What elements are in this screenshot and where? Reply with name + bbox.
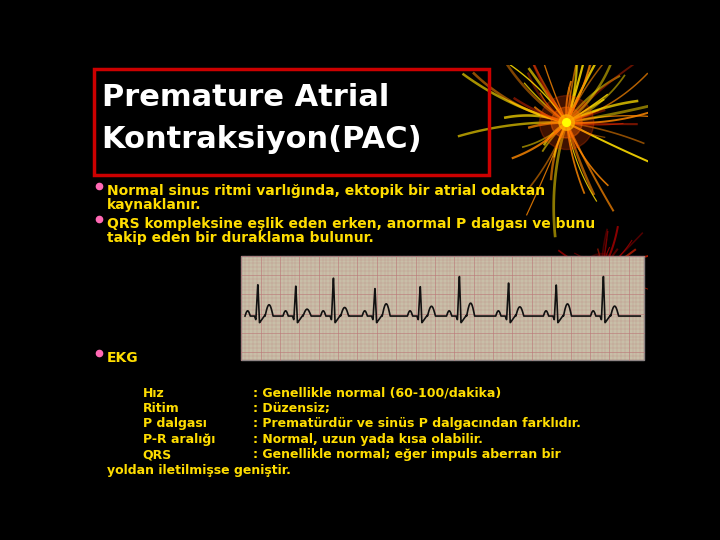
Text: Ritim: Ritim — [143, 402, 179, 415]
Text: kaynaklanır.: kaynaklanır. — [107, 198, 202, 212]
Text: takip eden bir duraklama bulunur.: takip eden bir duraklama bulunur. — [107, 231, 374, 245]
Text: : Normal, uzun yada kısa olabilir.: : Normal, uzun yada kısa olabilir. — [253, 433, 482, 446]
Text: Hız: Hız — [143, 387, 164, 400]
Text: Kontraksiyon(PAC): Kontraksiyon(PAC) — [102, 125, 422, 154]
Circle shape — [539, 96, 594, 150]
Circle shape — [590, 262, 612, 284]
Circle shape — [559, 115, 575, 130]
Text: Normal sinus ritmi varlığında, ektopik bir atrial odaktan: Normal sinus ritmi varlığında, ektopik b… — [107, 184, 545, 198]
Text: P-R aralığı: P-R aralığı — [143, 433, 215, 446]
FancyBboxPatch shape — [241, 256, 644, 360]
Circle shape — [551, 107, 582, 138]
Text: EKG: EKG — [107, 351, 139, 365]
Text: QRS: QRS — [143, 448, 172, 461]
Text: : Prematürdür ve sinüs P dalgасından farklıdır.: : Prematürdür ve sinüs P dalgасından far… — [253, 417, 580, 430]
Circle shape — [596, 267, 607, 278]
Text: : Genellikle normal (60-100/dakika): : Genellikle normal (60-100/dakika) — [253, 387, 501, 400]
Circle shape — [582, 253, 621, 292]
Text: P dalgası: P dalgası — [143, 417, 207, 430]
Text: : Düzensiz;: : Düzensiz; — [253, 402, 330, 415]
Circle shape — [563, 119, 570, 126]
Text: : Genellikle normal; eğer impuls aberran bir: : Genellikle normal; eğer impuls aberran… — [253, 448, 560, 461]
Text: QRS kompleksine eşlik eden erken, anormal P dalgası ve bunu: QRS kompleksine eşlik eden erken, anorma… — [107, 217, 595, 231]
Text: Premature Atrial: Premature Atrial — [102, 83, 389, 111]
Text: yoldan iletilmişse geniştir.: yoldan iletilmişse geniştir. — [107, 464, 291, 477]
